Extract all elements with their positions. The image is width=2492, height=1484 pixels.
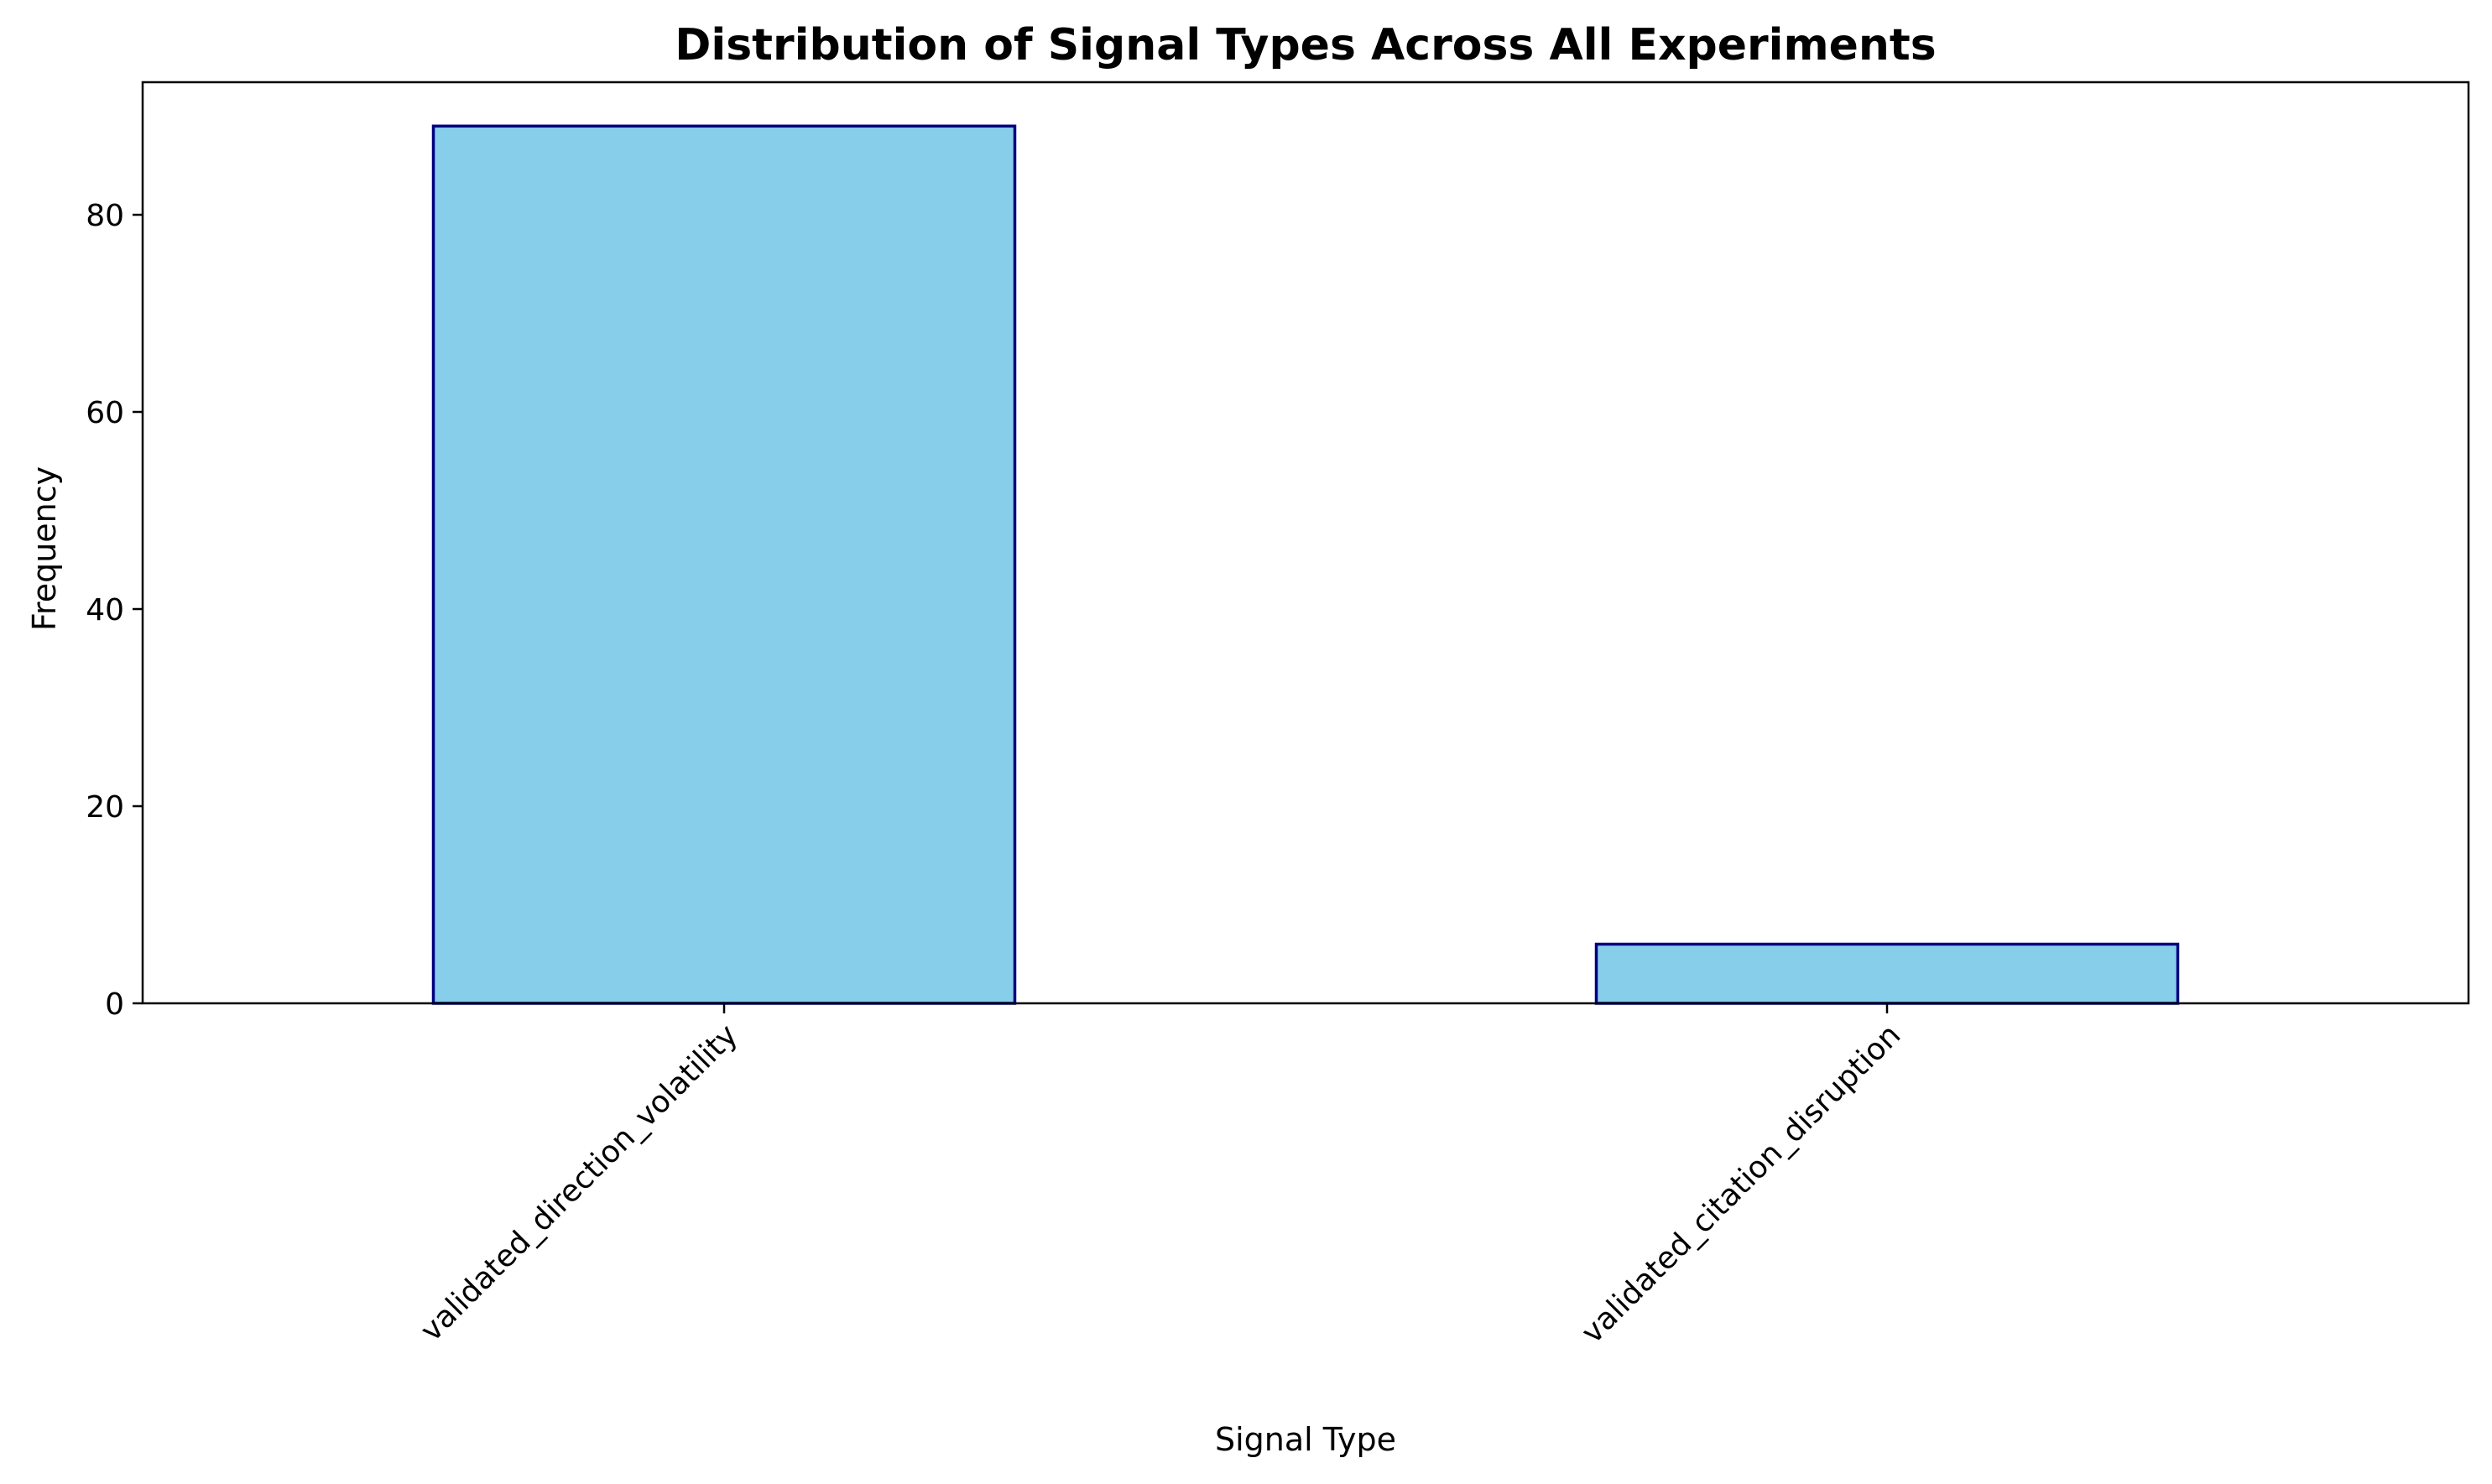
- plot-frame: [141, 81, 2470, 1005]
- y-axis-label: Frequency: [26, 466, 63, 631]
- y-tick-label: 20: [86, 790, 124, 825]
- bars-layer: [431, 124, 2180, 1005]
- y-tick-label: 60: [86, 396, 124, 430]
- x-axis-label: Signal Type: [1215, 1421, 1396, 1458]
- y-tick-label: 40: [86, 593, 124, 627]
- y-tick-label: 0: [105, 987, 124, 1022]
- bar-validated-direction-volatility: [431, 124, 1017, 1005]
- bar-validated-citation-disruption: [1594, 942, 2180, 1005]
- chart-title: Distribution of Signal Types Across All …: [675, 20, 1937, 70]
- axes-layer: [141, 81, 2470, 1005]
- y-tick-label: 80: [86, 199, 124, 233]
